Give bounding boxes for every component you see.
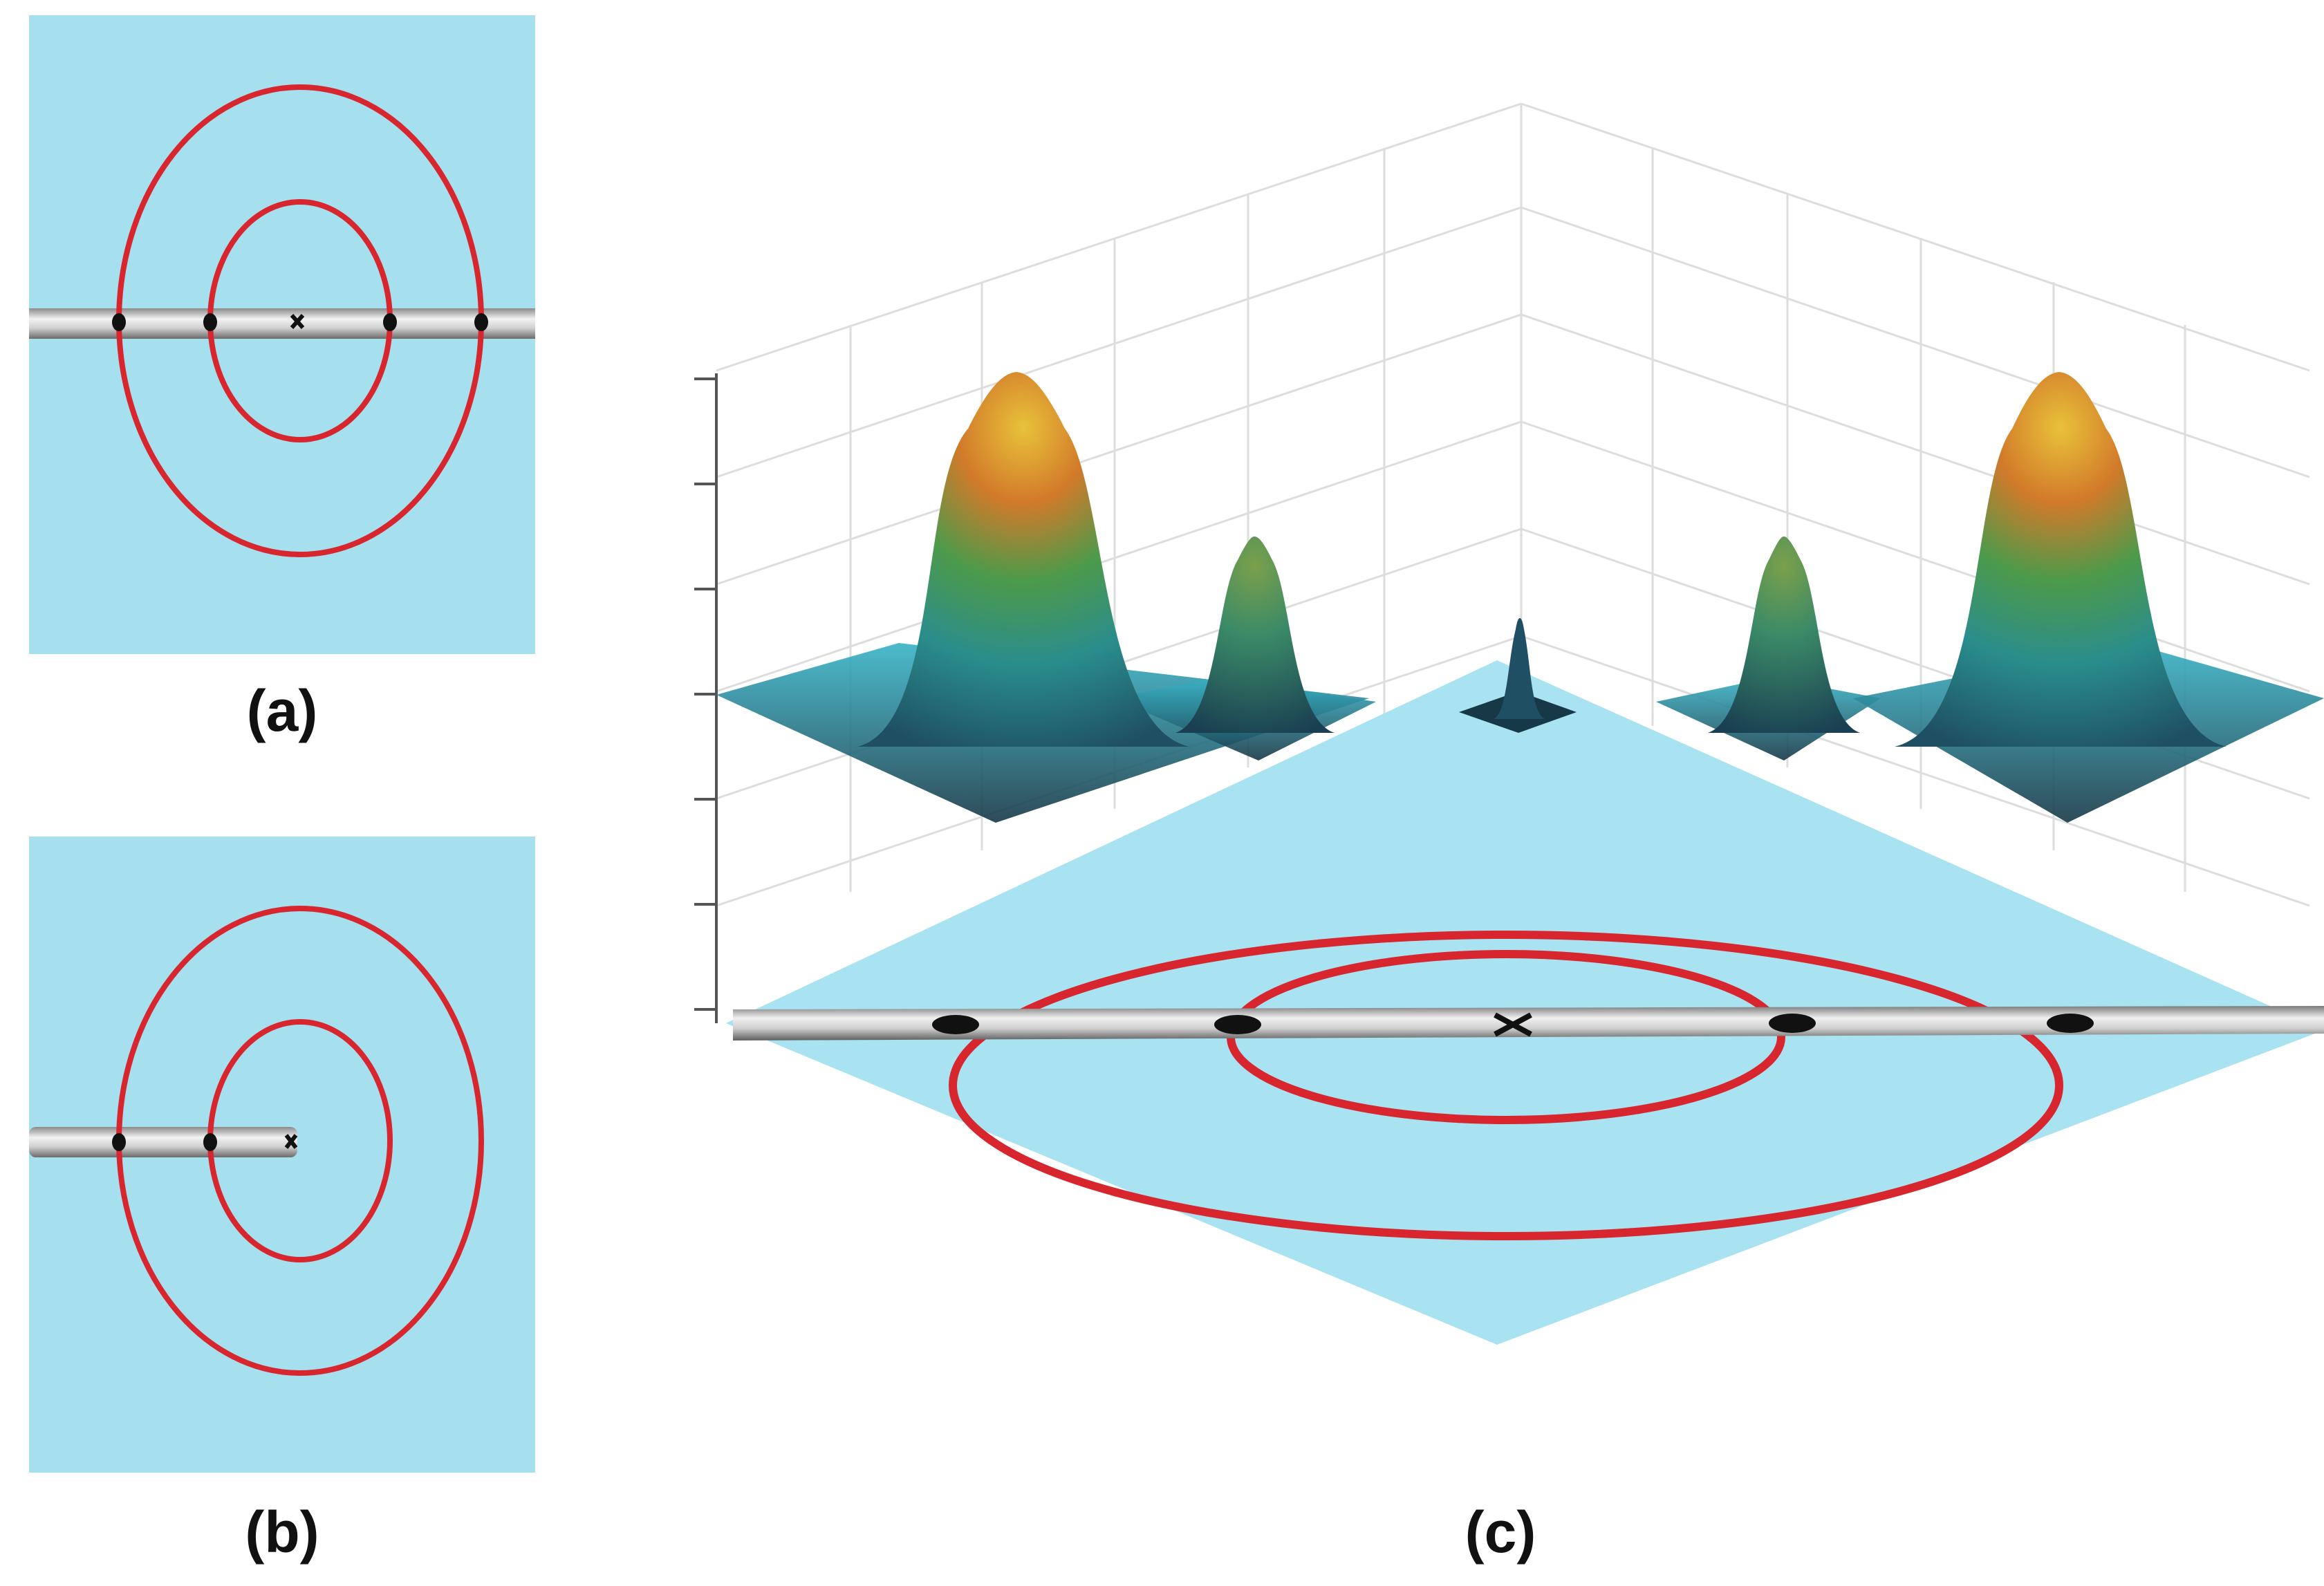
panel-a-drawing (29, 84, 535, 557)
cross-marker-icon (1494, 1012, 1532, 1037)
rod (733, 1006, 2324, 1041)
floor-plane (726, 660, 2324, 1345)
dot-marker-icon (112, 1133, 126, 1151)
panel-b-drawing (29, 906, 484, 1376)
dot-marker-icon (203, 313, 217, 331)
z-axis (694, 373, 718, 1023)
peak-left-small (1175, 537, 1335, 733)
surface-base-right (1853, 643, 2324, 823)
dot-marker-icon (2047, 1014, 2094, 1033)
panel-b (29, 837, 535, 1473)
caption-b: (b) (245, 1500, 319, 1565)
dot-marker-icon (474, 313, 488, 331)
dot-marker-icon (203, 1133, 217, 1151)
panel-a (29, 15, 535, 654)
rod (29, 308, 535, 339)
cross-marker-icon (290, 314, 305, 329)
cross-marker-icon (284, 1134, 298, 1149)
surface-base-right-small (1656, 678, 1881, 761)
dot-marker-icon (1769, 1014, 1816, 1033)
surface-base-center (1459, 691, 1577, 733)
surface-base-left (716, 643, 1369, 823)
dot-marker-icon (112, 313, 126, 331)
peak-right-large (1895, 372, 2227, 747)
half-rod (29, 1127, 297, 1157)
surface-base-left-small (1113, 678, 1376, 761)
dot-marker-icon (383, 313, 397, 331)
peak-left-large (857, 372, 1189, 747)
caption-c: (c) (1465, 1500, 1536, 1565)
dot-marker-icon (932, 1015, 979, 1034)
dot-marker-icon (1214, 1015, 1261, 1034)
outer-ring (949, 931, 2063, 1240)
grid (716, 102, 2310, 907)
peak-center (1494, 618, 1545, 719)
peak-right-small (1708, 537, 1860, 733)
caption-a: (a) (246, 678, 318, 743)
inner-ring (1227, 950, 1785, 1124)
